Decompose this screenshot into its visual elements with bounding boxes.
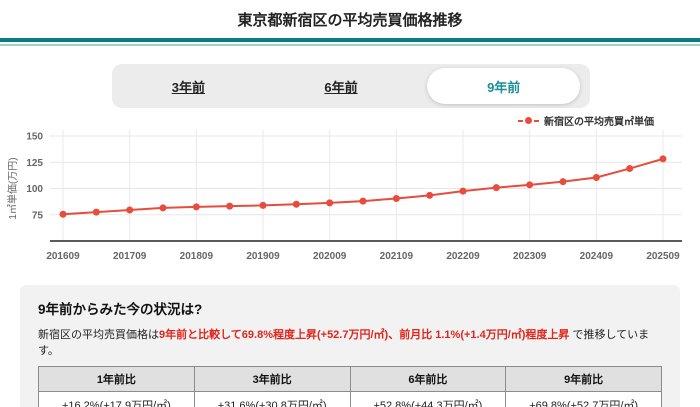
y-tick-label: 150 bbox=[26, 132, 43, 143]
table-value-1yr: +16.2%(+17.9万円/㎡) bbox=[38, 391, 195, 407]
data-point[interactable] bbox=[259, 201, 267, 209]
summary-text-highlight: 9年前と比較して69.8%程度上昇(+52.7万円/㎡)、前月比 1.1%(+1… bbox=[159, 329, 570, 341]
y-tick-label: 100 bbox=[26, 184, 43, 195]
x-tick-label: 202009 bbox=[313, 251, 347, 262]
data-point[interactable] bbox=[492, 184, 500, 192]
period-tab-bar: 3年前 6年前 9年前 bbox=[112, 64, 590, 108]
table-header-9yr: 9年前比 bbox=[505, 366, 662, 392]
page-title: 東京都新宿区の平均売買価格推移 bbox=[237, 12, 463, 29]
data-point[interactable] bbox=[359, 197, 367, 205]
data-point[interactable] bbox=[126, 206, 134, 214]
divider-dark-line bbox=[0, 38, 700, 42]
data-point[interactable] bbox=[426, 191, 434, 199]
data-point[interactable] bbox=[626, 165, 634, 173]
x-tick-label: 202509 bbox=[646, 251, 680, 262]
data-point[interactable] bbox=[159, 204, 167, 212]
summary-heading: 9年前からみた今の状況は? bbox=[38, 302, 203, 317]
x-tick-label: 201909 bbox=[246, 251, 280, 262]
table-header-6yr: 6年前比 bbox=[349, 366, 507, 392]
table-row: +16.2%(+17.9万円/㎡) +31.6%(+30.8万円/㎡) +52.… bbox=[38, 391, 662, 407]
data-point[interactable] bbox=[226, 202, 234, 210]
x-tick-label: 202409 bbox=[580, 251, 614, 262]
data-point[interactable] bbox=[659, 155, 667, 163]
x-tick-label: 202209 bbox=[446, 251, 480, 262]
table-header-3yr: 3年前比 bbox=[193, 366, 351, 392]
comparison-table: 1年前比 3年前比 6年前比 9年前比 +16.2%(+17.9万円/㎡) +3… bbox=[38, 366, 662, 407]
tab-6-years-ago[interactable]: 6年前 bbox=[265, 64, 418, 108]
data-point[interactable] bbox=[292, 200, 300, 208]
title-divider bbox=[0, 38, 700, 46]
x-tick-label: 202309 bbox=[513, 251, 547, 262]
summary-sentence: 新宿区の平均売買価格は9年前と比較して69.8%程度上昇(+52.7万円/㎡)、… bbox=[38, 326, 662, 358]
data-point[interactable] bbox=[192, 203, 200, 211]
tab-label: 9年前 bbox=[487, 79, 521, 95]
price-trend-line-chart[interactable]: 150 125 100 75 201609 201709 201809 201909 20200… bbox=[0, 124, 700, 274]
divider-light-line bbox=[0, 44, 700, 46]
tab-9-years-ago[interactable]: 9年前 bbox=[427, 68, 581, 104]
chart-legend: 新宿区の平均売買㎡単価 bbox=[518, 113, 654, 128]
table-value-3yr: +31.6%(+30.8万円/㎡) bbox=[193, 391, 351, 407]
legend-label: 新宿区の平均売買㎡単価 bbox=[544, 117, 654, 128]
y-axis-label: 1㎡単価(万円) bbox=[6, 157, 19, 219]
table-value-9yr: +69.8%(+52.7万円/㎡) bbox=[505, 391, 662, 407]
summary-panel: 9年前からみた今の状況は? 新宿区の平均売買価格は9年前と比較して69.8%程度… bbox=[20, 285, 680, 407]
x-tick-label: 202109 bbox=[380, 251, 414, 262]
table-header-1yr: 1年前比 bbox=[38, 366, 195, 392]
data-point[interactable] bbox=[459, 187, 467, 195]
x-tick-label: 201709 bbox=[113, 251, 147, 262]
data-point[interactable] bbox=[59, 210, 67, 218]
data-point[interactable] bbox=[92, 208, 100, 216]
summary-text-suffix: で推移しています。 bbox=[38, 329, 650, 357]
data-point[interactable] bbox=[326, 199, 334, 207]
data-point[interactable] bbox=[592, 173, 600, 181]
legend-line-marker-icon bbox=[518, 117, 539, 124]
x-tick-label: 201809 bbox=[180, 251, 214, 262]
tab-label: 3年前 bbox=[171, 79, 205, 95]
table-value-6yr: +52.8%(+44.3万円/㎡) bbox=[349, 391, 507, 407]
y-tick-label: 75 bbox=[32, 210, 44, 221]
data-point[interactable] bbox=[526, 181, 534, 189]
tab-label: 6年前 bbox=[324, 79, 358, 95]
summary-text-prefix: 新宿区の平均売買価格は bbox=[38, 329, 159, 341]
data-point[interactable] bbox=[559, 178, 567, 186]
data-point[interactable] bbox=[392, 194, 400, 202]
x-tick-label: 201609 bbox=[46, 251, 80, 262]
tab-3-years-ago[interactable]: 3年前 bbox=[112, 64, 265, 108]
series-line bbox=[62, 157, 664, 216]
y-tick-label: 125 bbox=[26, 158, 43, 169]
